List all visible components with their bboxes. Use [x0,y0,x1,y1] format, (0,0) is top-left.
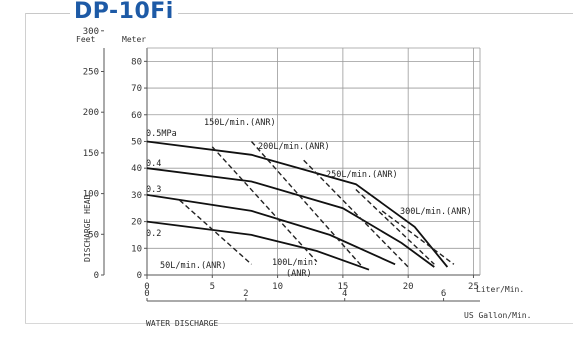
label-air-50: 50L/min.(ANR) [160,261,227,271]
label-air-100-line1: 100L/min. [272,258,318,268]
label-pressure-0.5: 0.5MPa [146,129,177,139]
liter-tick-label-25: 25 [468,282,479,292]
grid [147,48,480,275]
liter-tick-label-10: 10 [272,282,283,292]
label-air-100-line2: (ANR) [286,269,312,279]
label-pressure-0.4: 0.4 [146,159,161,169]
frame-top-line [25,13,573,14]
chart-title: DP-10Fi [70,0,178,26]
pressure-curve-0.5MPa [146,140,449,268]
label-pressure-0.3: 0.3 [146,185,161,195]
feet-tick-label-100: 100 [83,190,99,200]
feet-tick-label-0: 0 [94,271,99,281]
feet-tick-label-200: 200 [83,108,99,118]
air-line-300L/min.(ANR) [381,210,455,265]
feet-tick-label-50: 50 [88,230,99,240]
air-line-100L/min.(ANR) [211,146,318,263]
gallon-tick-label-2: 2 [243,289,248,299]
meter-tick-label-50: 50 [131,137,142,147]
label-pressure-0.2: 0.2 [146,229,161,239]
unit-liter-label: Liter/Min. [476,285,524,294]
x-axis-label: WATER DISCHARGE [146,319,218,328]
meter-tick-label-30: 30 [131,191,142,201]
labels-layer: Feet Meter Liter/Min. US Gallon/Min. WAT… [76,35,531,328]
label-air-250: 250L/min.(ANR) [326,170,398,180]
air-line-50L/min.(ANR) [179,199,252,265]
air-line-150L/min.(ANR) [250,141,364,268]
meter-tick-label-20: 20 [131,218,142,228]
label-air-200: 200L/min.(ANR) [258,142,330,152]
meter-tick-label-60: 60 [131,111,142,121]
unit-meter-label: Meter [122,35,146,44]
label-air-300: 300L/min.(ANR) [400,207,472,217]
meter-tick-label-40: 40 [131,164,142,174]
gallon-tick-label-6: 6 [441,289,446,299]
frame-left-line [25,13,26,323]
meter-tick-label-70: 70 [131,84,142,94]
frame-bottom-line [25,323,573,324]
meter-tick-label-10: 10 [131,244,142,254]
gallon-tick-label-4: 4 [342,289,347,299]
feet-tick-label-300: 300 [83,27,99,37]
meter-tick-label-80: 80 [131,57,142,67]
label-air-150: 150L/min.(ANR) [204,118,276,128]
liter-tick-label-0: 0 [144,282,149,292]
series-layer [146,140,455,271]
unit-gallon-label: US Gallon/Min. [464,311,531,320]
air-line-250L/min.(ANR) [355,188,435,265]
liter-tick-label-5: 5 [210,282,215,292]
meter-tick-label-0: 0 [137,271,142,281]
pressure-curve-0.4 [146,167,435,268]
pressure-curve-0.2 [146,220,370,271]
liter-tick-label-15: 15 [337,282,348,292]
y-axis-label: DISCHARGE HEAD [83,194,92,262]
unit-feet-label: Feet [76,35,95,44]
pressure-curve-0.3 [146,194,396,266]
feet-tick-label-250: 250 [83,67,99,77]
liter-tick-label-20: 20 [403,282,414,292]
air-line-200L/min.(ANR) [303,159,409,268]
gallon-tick-label-0: 0 [144,289,149,299]
feet-tick-label-150: 150 [83,149,99,159]
